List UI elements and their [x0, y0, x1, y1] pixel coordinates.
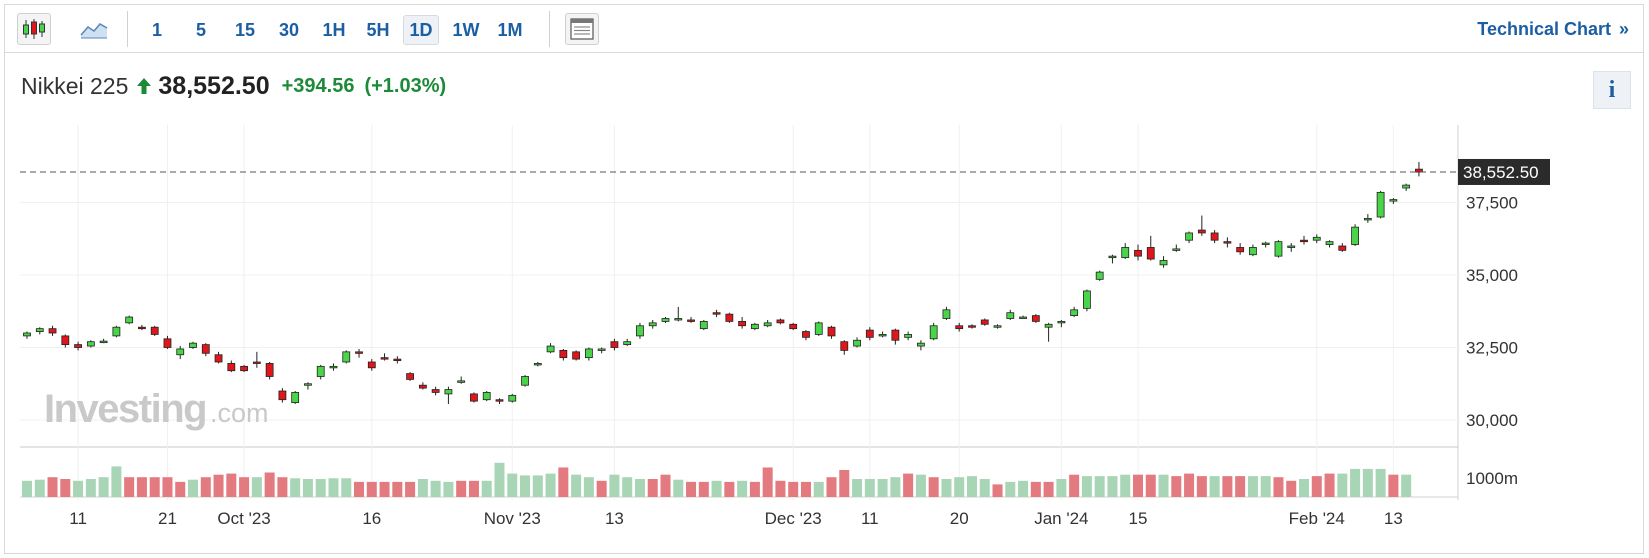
- instrument-name: Nikkei 225: [21, 72, 129, 99]
- chart-toolbar: 1 5 15 30 1H 5H 1D 1W 1M Technical Chart…: [5, 5, 1643, 53]
- candlestick-icon[interactable]: [17, 13, 51, 45]
- technical-chart-label: Technical Chart: [1477, 19, 1611, 39]
- toolbar-divider: [127, 11, 128, 47]
- timeframe-30[interactable]: 30: [278, 19, 300, 40]
- info-button[interactable]: i: [1593, 71, 1631, 109]
- last-price: 38,552.50: [158, 71, 270, 100]
- timeframe-1w[interactable]: 1W: [452, 19, 480, 40]
- chart-widget: 1 5 15 30 1H 5H 1D 1W 1M Technical Chart…: [4, 4, 1644, 554]
- quote-header: Nikkei 225 38,552.50 +394.56 (+1.03%): [21, 71, 456, 101]
- timeframe-5[interactable]: 5: [195, 19, 206, 40]
- timeframe-1h[interactable]: 1H: [322, 19, 346, 40]
- price-change: +394.56: [281, 74, 355, 97]
- timeframe-15[interactable]: 15: [234, 19, 256, 40]
- toolbar-divider: [549, 11, 550, 47]
- table-layout-icon[interactable]: [565, 13, 599, 45]
- timeframe-1[interactable]: 1: [151, 19, 162, 40]
- technical-chart-link[interactable]: Technical Chart »: [1477, 19, 1629, 40]
- timeframe-1m[interactable]: 1M: [497, 19, 523, 40]
- arrow-up-icon: [136, 77, 152, 95]
- double-chevron-right-icon: »: [1618, 19, 1629, 39]
- price-change-percent: (+1.03%): [364, 74, 447, 97]
- area-chart-icon[interactable]: [77, 13, 111, 45]
- timeframe-5h[interactable]: 5H: [366, 19, 390, 40]
- timeframe-1d[interactable]: 1D: [403, 15, 439, 45]
